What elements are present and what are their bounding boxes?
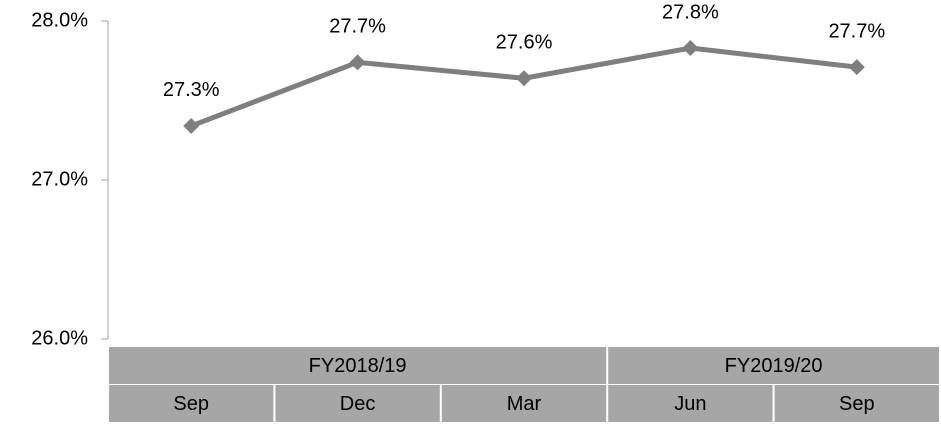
data-label: 27.8% xyxy=(662,1,719,23)
x-tick-label: Sep xyxy=(839,393,875,415)
category-cell xyxy=(774,385,939,422)
x-tick-label: Jun xyxy=(674,393,706,415)
data-label: 27.7% xyxy=(828,20,885,42)
marker xyxy=(682,40,699,57)
marker xyxy=(183,117,200,134)
y-tick-label: 28.0% xyxy=(31,9,88,31)
group-label: FY2018/19 xyxy=(309,355,407,377)
category-cell xyxy=(109,385,274,422)
data-label: 27.7% xyxy=(329,16,386,38)
series-line xyxy=(190,45,858,129)
y-tick-label: 27.0% xyxy=(31,168,88,190)
marker xyxy=(349,54,366,71)
group-label: FY2019/20 xyxy=(725,355,823,377)
marker xyxy=(848,59,865,76)
group-cell xyxy=(608,347,939,384)
category-cell xyxy=(441,385,607,422)
data-label: 27.3% xyxy=(163,79,220,101)
y-tick-label: 26.0% xyxy=(31,327,88,349)
marker xyxy=(516,70,532,87)
category-cell xyxy=(275,385,440,422)
group-cell xyxy=(109,347,607,384)
x-tick-label: Mar xyxy=(507,393,542,415)
category-cell xyxy=(608,385,773,422)
x-tick-label: Dec xyxy=(340,393,376,415)
x-tick-label: Sep xyxy=(173,393,209,415)
data-label: 27.6% xyxy=(496,32,553,54)
